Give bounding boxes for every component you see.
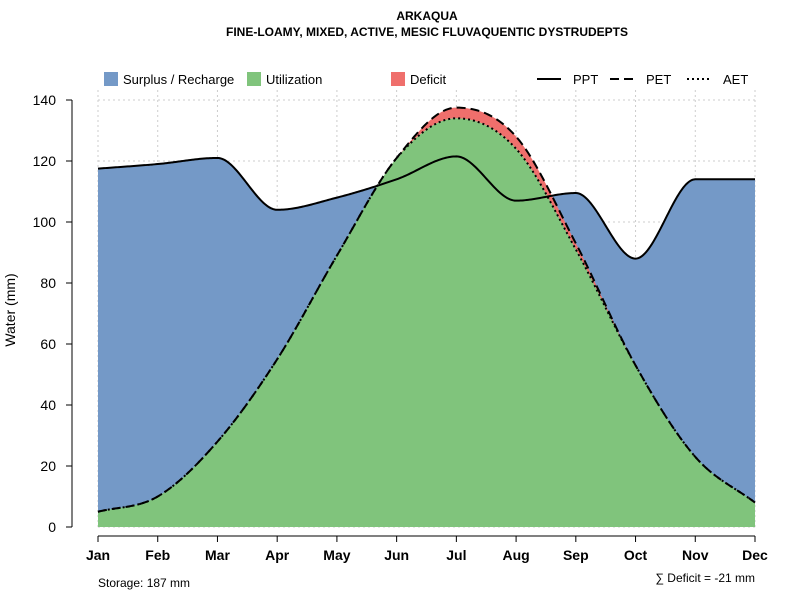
x-tick-label: Apr bbox=[265, 547, 290, 563]
series-lines bbox=[97, 106, 756, 513]
legend-swatch bbox=[104, 72, 118, 86]
x-tick-label: Nov bbox=[682, 547, 709, 563]
aet-line bbox=[97, 117, 756, 513]
chart-subtitle: FINE-LOAMY, MIXED, ACTIVE, MESIC FLUVAQU… bbox=[226, 25, 628, 39]
axes: 0 20 40 60 80 100 120 140 Jan Feb Mar Apr May Jun Jul A… bbox=[33, 92, 768, 563]
x-tick-label: May bbox=[323, 547, 350, 563]
storage-note: Storage: 187 mm bbox=[98, 576, 190, 590]
y-tick-label: 40 bbox=[40, 397, 56, 413]
y-tick-label: 60 bbox=[40, 336, 56, 352]
chart-title: ARKAQUA bbox=[396, 9, 458, 23]
x-tick-label: Dec bbox=[742, 547, 768, 563]
y-tick-label: 80 bbox=[40, 275, 56, 291]
y-tick-label: 0 bbox=[48, 519, 56, 535]
y-tick-label: 120 bbox=[33, 153, 57, 169]
y-tick-label: 100 bbox=[33, 214, 57, 230]
x-tick-label: Aug bbox=[502, 547, 529, 563]
y-tick-label: 140 bbox=[33, 92, 57, 108]
legend-label: PET bbox=[646, 72, 671, 87]
x-tick-label: Mar bbox=[205, 547, 230, 563]
legend-label: AET bbox=[723, 72, 748, 87]
area-fills bbox=[98, 107, 755, 528]
x-tick-label: Feb bbox=[145, 547, 170, 563]
y-tick-label: 20 bbox=[40, 458, 56, 474]
x-tick-label: Jul bbox=[446, 547, 466, 563]
legend-label: PPT bbox=[573, 72, 598, 87]
x-tick-label: Jan bbox=[86, 547, 110, 563]
deficit-note: ∑ Deficit = -21 mm bbox=[655, 571, 755, 585]
legend-label: Surplus / Recharge bbox=[123, 72, 234, 87]
utilization-area bbox=[98, 118, 755, 528]
legend-label: Utilization bbox=[266, 72, 322, 87]
y-axis-label: Water (mm) bbox=[2, 273, 18, 346]
legend-swatch bbox=[247, 72, 261, 86]
legend-label: Deficit bbox=[410, 72, 447, 87]
x-tick-label: Sep bbox=[563, 547, 589, 563]
ppt-line bbox=[97, 155, 755, 260]
legend-swatch bbox=[391, 72, 405, 86]
x-tick-label: Jun bbox=[384, 547, 409, 563]
legend: Surplus / Recharge Utilization Deficit PPT P… bbox=[104, 72, 748, 87]
pet-line bbox=[97, 106, 756, 513]
x-tick-label: Oct bbox=[624, 547, 648, 563]
